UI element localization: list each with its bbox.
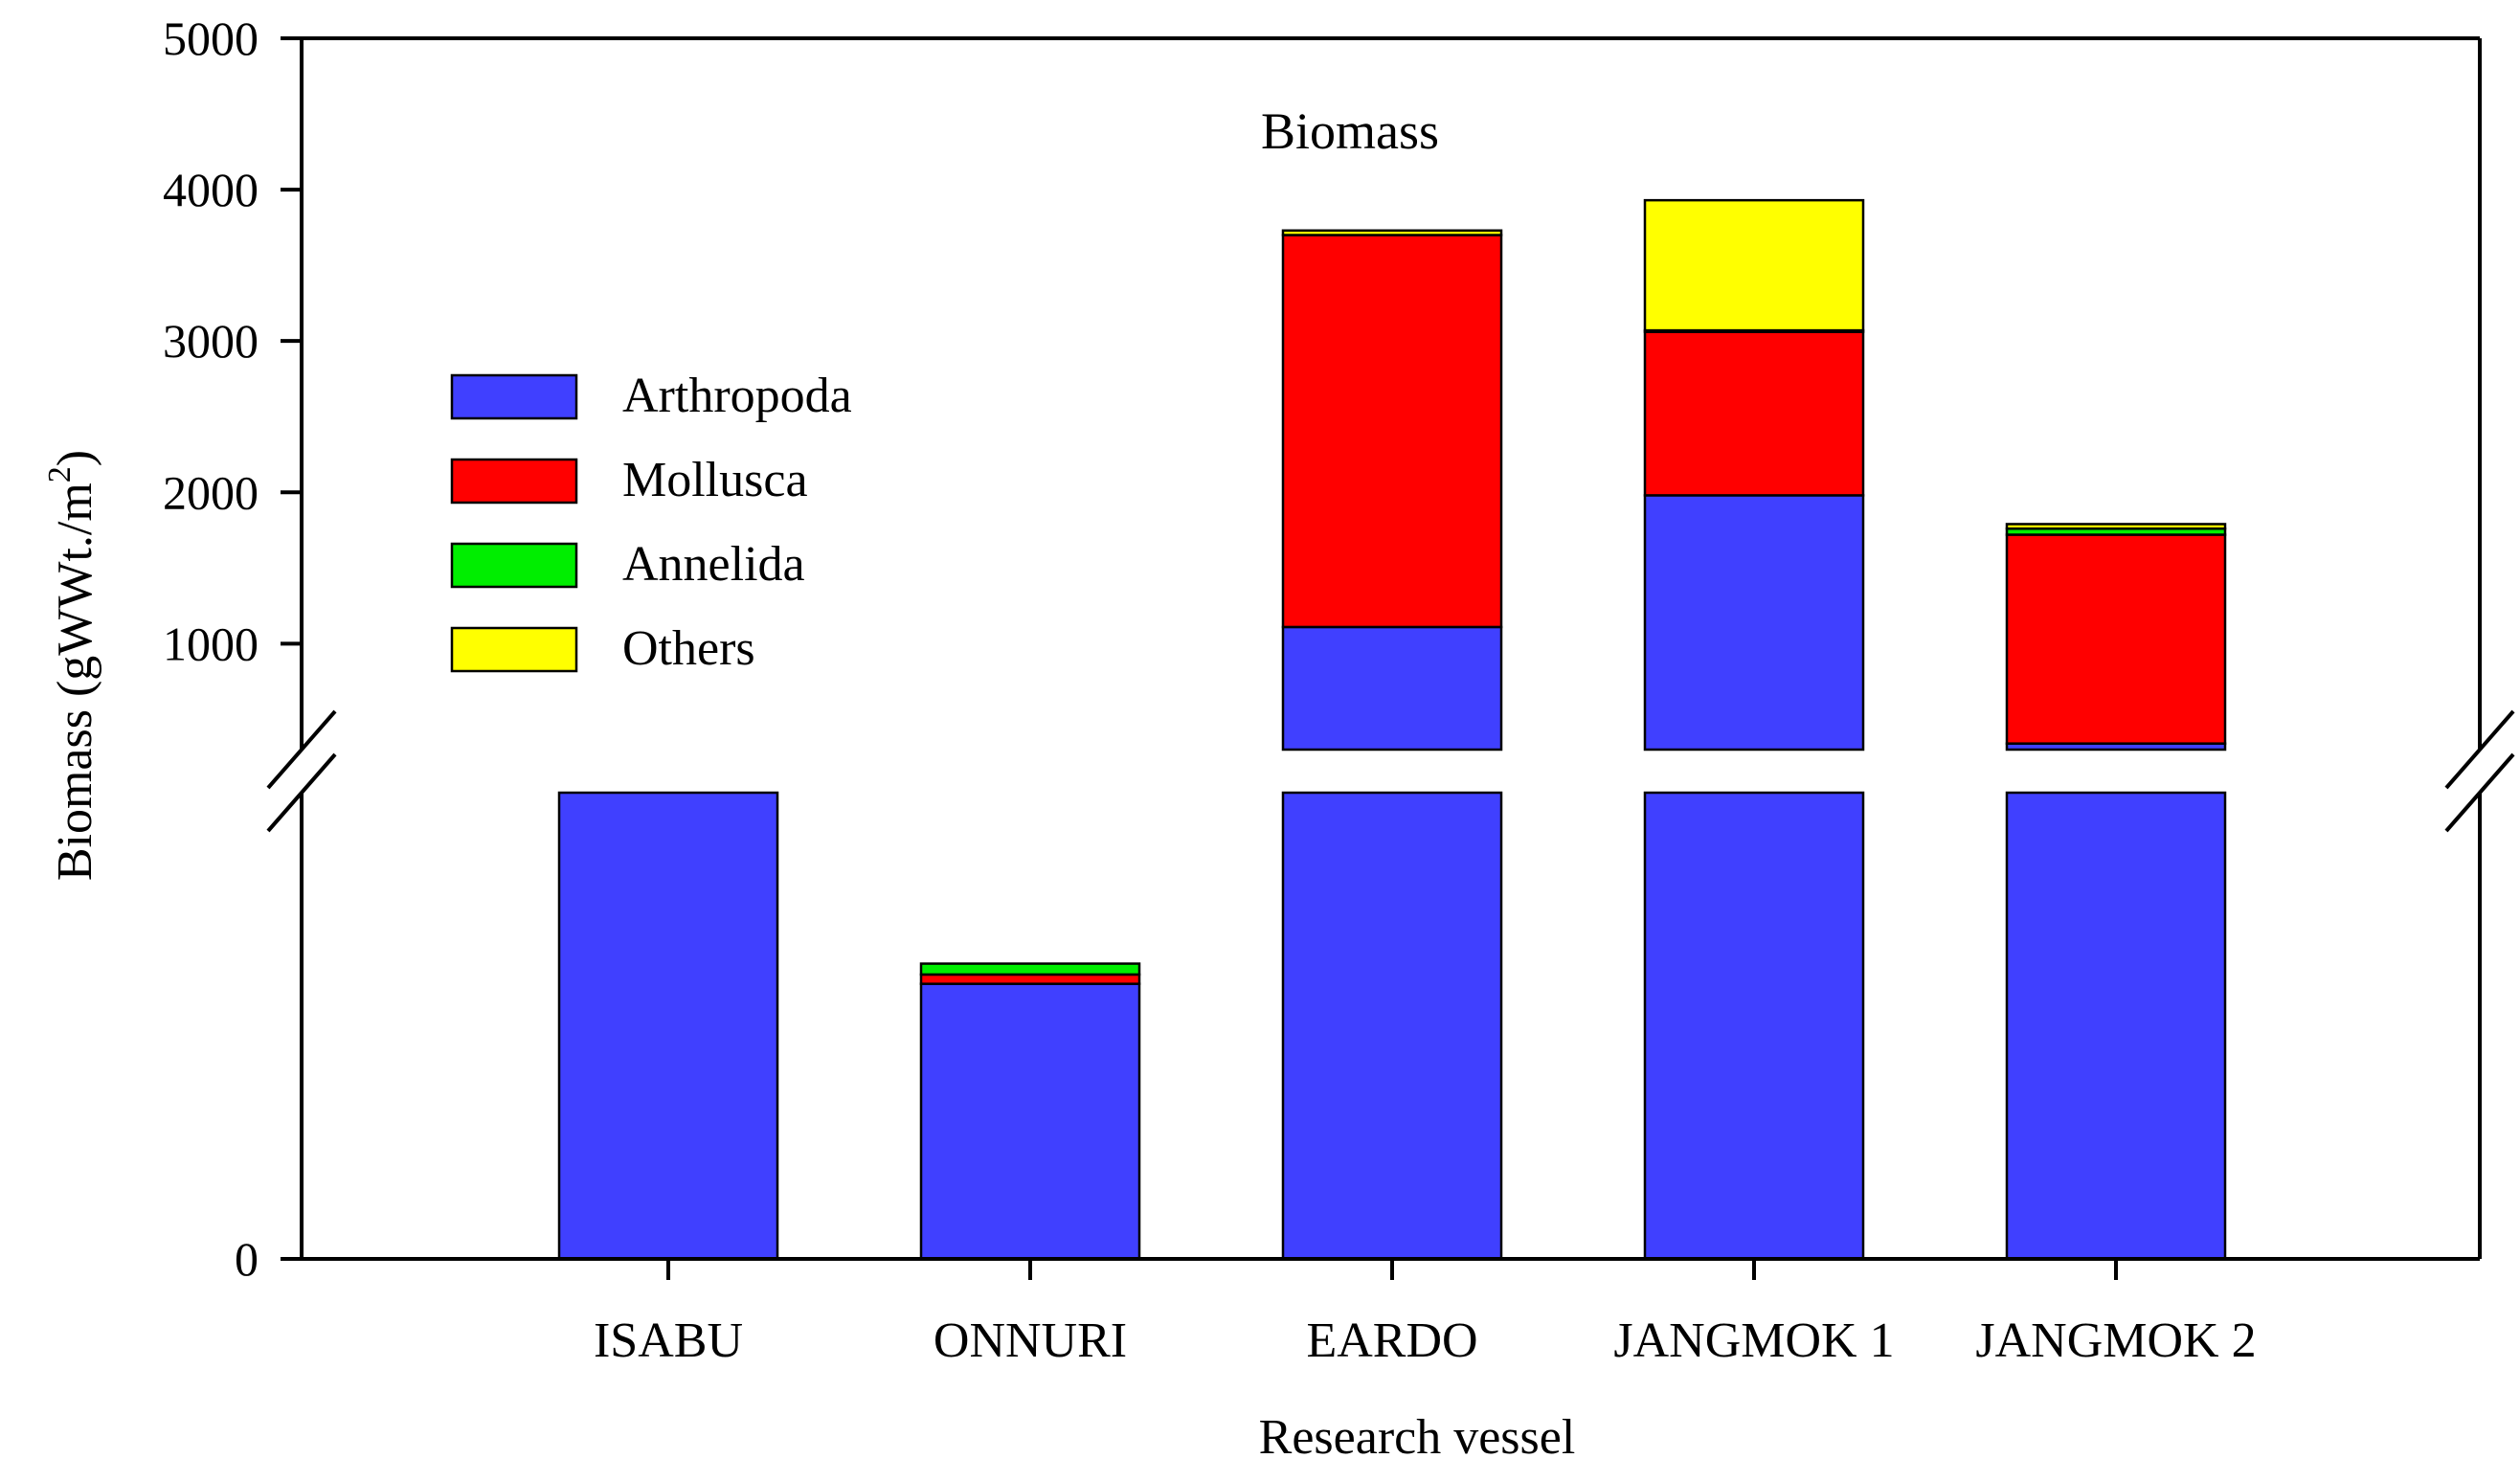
bar-others-jangmok-2-upper <box>2005 523 2227 530</box>
y-tick-label-3000: 3000 <box>163 314 259 368</box>
bars-layer <box>557 198 2227 1261</box>
x-tick-label-jangmok-1: JANGMOK 1 <box>1613 1313 1894 1368</box>
bar-mollusca-jangmok-2-upper <box>2005 533 2227 745</box>
bar-arthropoda-jangmok-1-lower <box>1643 791 1865 1261</box>
y-tick-label-2000: 2000 <box>163 465 259 519</box>
bar-arthropoda-isabu-lower <box>557 791 779 1261</box>
legend-label-annelida: Annelida <box>622 537 805 592</box>
bar-mollusca-jangmok-1-upper <box>1643 330 1865 497</box>
legend-swatch-mollusca <box>450 458 578 505</box>
legend-label-mollusca: Mollusca <box>622 453 808 507</box>
bar-arthropoda-onnuri-lower <box>919 982 1141 1261</box>
legend-swatch-others <box>450 626 578 673</box>
legend-swatch-annelida <box>450 542 578 589</box>
bar-annelida-onnuri-lower <box>919 962 1141 976</box>
y-tick-label-4000: 4000 <box>163 163 259 216</box>
chart-title: Biomass <box>1261 102 1439 160</box>
bar-arthropoda-eardo-lower <box>1281 791 1503 1261</box>
bar-mollusca-eardo-upper <box>1281 234 1503 629</box>
y-axis-label-superscript: 2 <box>42 466 78 482</box>
legend: Arthropoda Mollusca Annelida Others <box>450 369 852 676</box>
x-tick-label-onnuri: ONNURI <box>934 1313 1127 1368</box>
y-axis-label-main: Biomass (gWWt./m <box>48 482 102 881</box>
bar-others-jangmok-1-upper <box>1643 198 1865 332</box>
axis-break-mark-left-top <box>266 709 337 790</box>
axis-break-mark-right-bottom <box>2444 752 2515 833</box>
x-axis-label: Research vessel <box>1259 1410 1576 1465</box>
legend-label-others: Others <box>622 621 755 676</box>
y-tick-label-0: 0 <box>235 1232 259 1286</box>
y-tick-label-5000: 5000 <box>163 11 259 65</box>
y-axis-label-close: ) <box>48 450 102 466</box>
axis-break-mark-right-top <box>2444 709 2515 790</box>
x-tick-label-jangmok-2: JANGMOK 2 <box>1975 1313 2256 1368</box>
legend-label-arthropoda: Arthropoda <box>622 369 852 423</box>
y-axis-label: Biomass (gWWt./m2) <box>42 450 102 881</box>
axis-break-mark-left-bottom <box>266 752 337 833</box>
legend-swatch-arthropoda <box>450 373 578 420</box>
bar-others-eardo-upper <box>1281 229 1503 236</box>
bar-arthropoda-jangmok-2-lower <box>2005 791 2227 1261</box>
x-tick-label-isabu: ISABU <box>594 1313 743 1368</box>
bar-arthropoda-eardo-upper <box>1281 625 1503 752</box>
bar-mollusca-onnuri-lower <box>919 973 1141 985</box>
x-tick-label-eardo: EARDO <box>1306 1313 1477 1368</box>
ticks-layer: 1000 2000 3000 4000 5000 0 ISABU ONNURI EARDO JAN… <box>163 11 2257 1368</box>
bar-arthropoda-jangmok-1-upper <box>1643 494 1865 752</box>
y-tick-label-1000: 1000 <box>163 617 259 670</box>
